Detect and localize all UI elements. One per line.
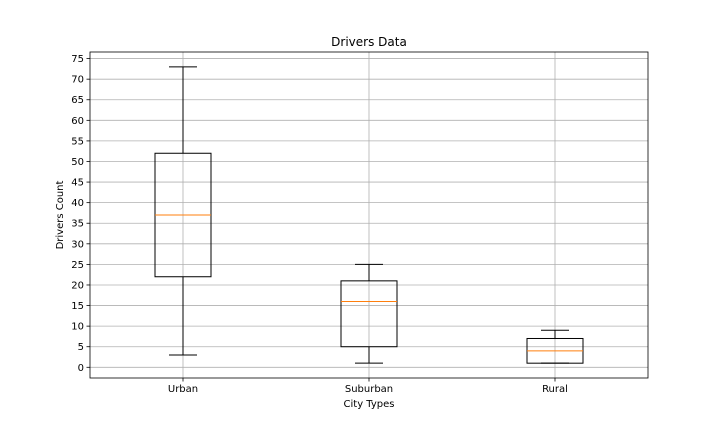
- box-suburban: [340, 263, 398, 364]
- box-series: [154, 66, 584, 364]
- y-tick-label: 10: [71, 322, 84, 333]
- box-urban: [154, 66, 212, 356]
- y-axis-title: Drivers Count: [55, 180, 66, 249]
- box-rural: [526, 329, 584, 364]
- y-tick-label: 25: [71, 260, 84, 271]
- y-tick-label: 30: [71, 239, 84, 250]
- y-tick-label: 40: [71, 198, 84, 209]
- y-tick-label: 0: [78, 363, 84, 374]
- y-tick-label: 5: [78, 342, 84, 353]
- y-tick-label: 70: [71, 75, 84, 86]
- y-tick-label: 60: [71, 116, 84, 127]
- box-body: [340, 280, 398, 348]
- y-tick-label: 45: [71, 178, 84, 189]
- y-axis-ticks: 0 5 10 15 20 25 30 35 40 45 50 55 60 65 70 75: [71, 54, 90, 374]
- x-tick-label: Rural: [542, 384, 568, 395]
- y-tick-label: 65: [71, 95, 84, 106]
- x-axis-title: City Types: [344, 399, 395, 410]
- x-tick-label: Suburban: [345, 384, 393, 395]
- y-tick-label: 55: [71, 136, 84, 147]
- y-tick-label: 20: [71, 280, 84, 291]
- y-tick-label: 35: [71, 219, 84, 230]
- x-tick-label: Urban: [168, 384, 198, 395]
- y-tick-label: 50: [71, 157, 84, 168]
- y-tick-label: 15: [71, 301, 84, 312]
- x-axis-ticks: Urban Suburban Rural: [168, 378, 568, 395]
- chart-title: Drivers Data: [331, 35, 407, 49]
- y-tick-label: 75: [71, 54, 84, 65]
